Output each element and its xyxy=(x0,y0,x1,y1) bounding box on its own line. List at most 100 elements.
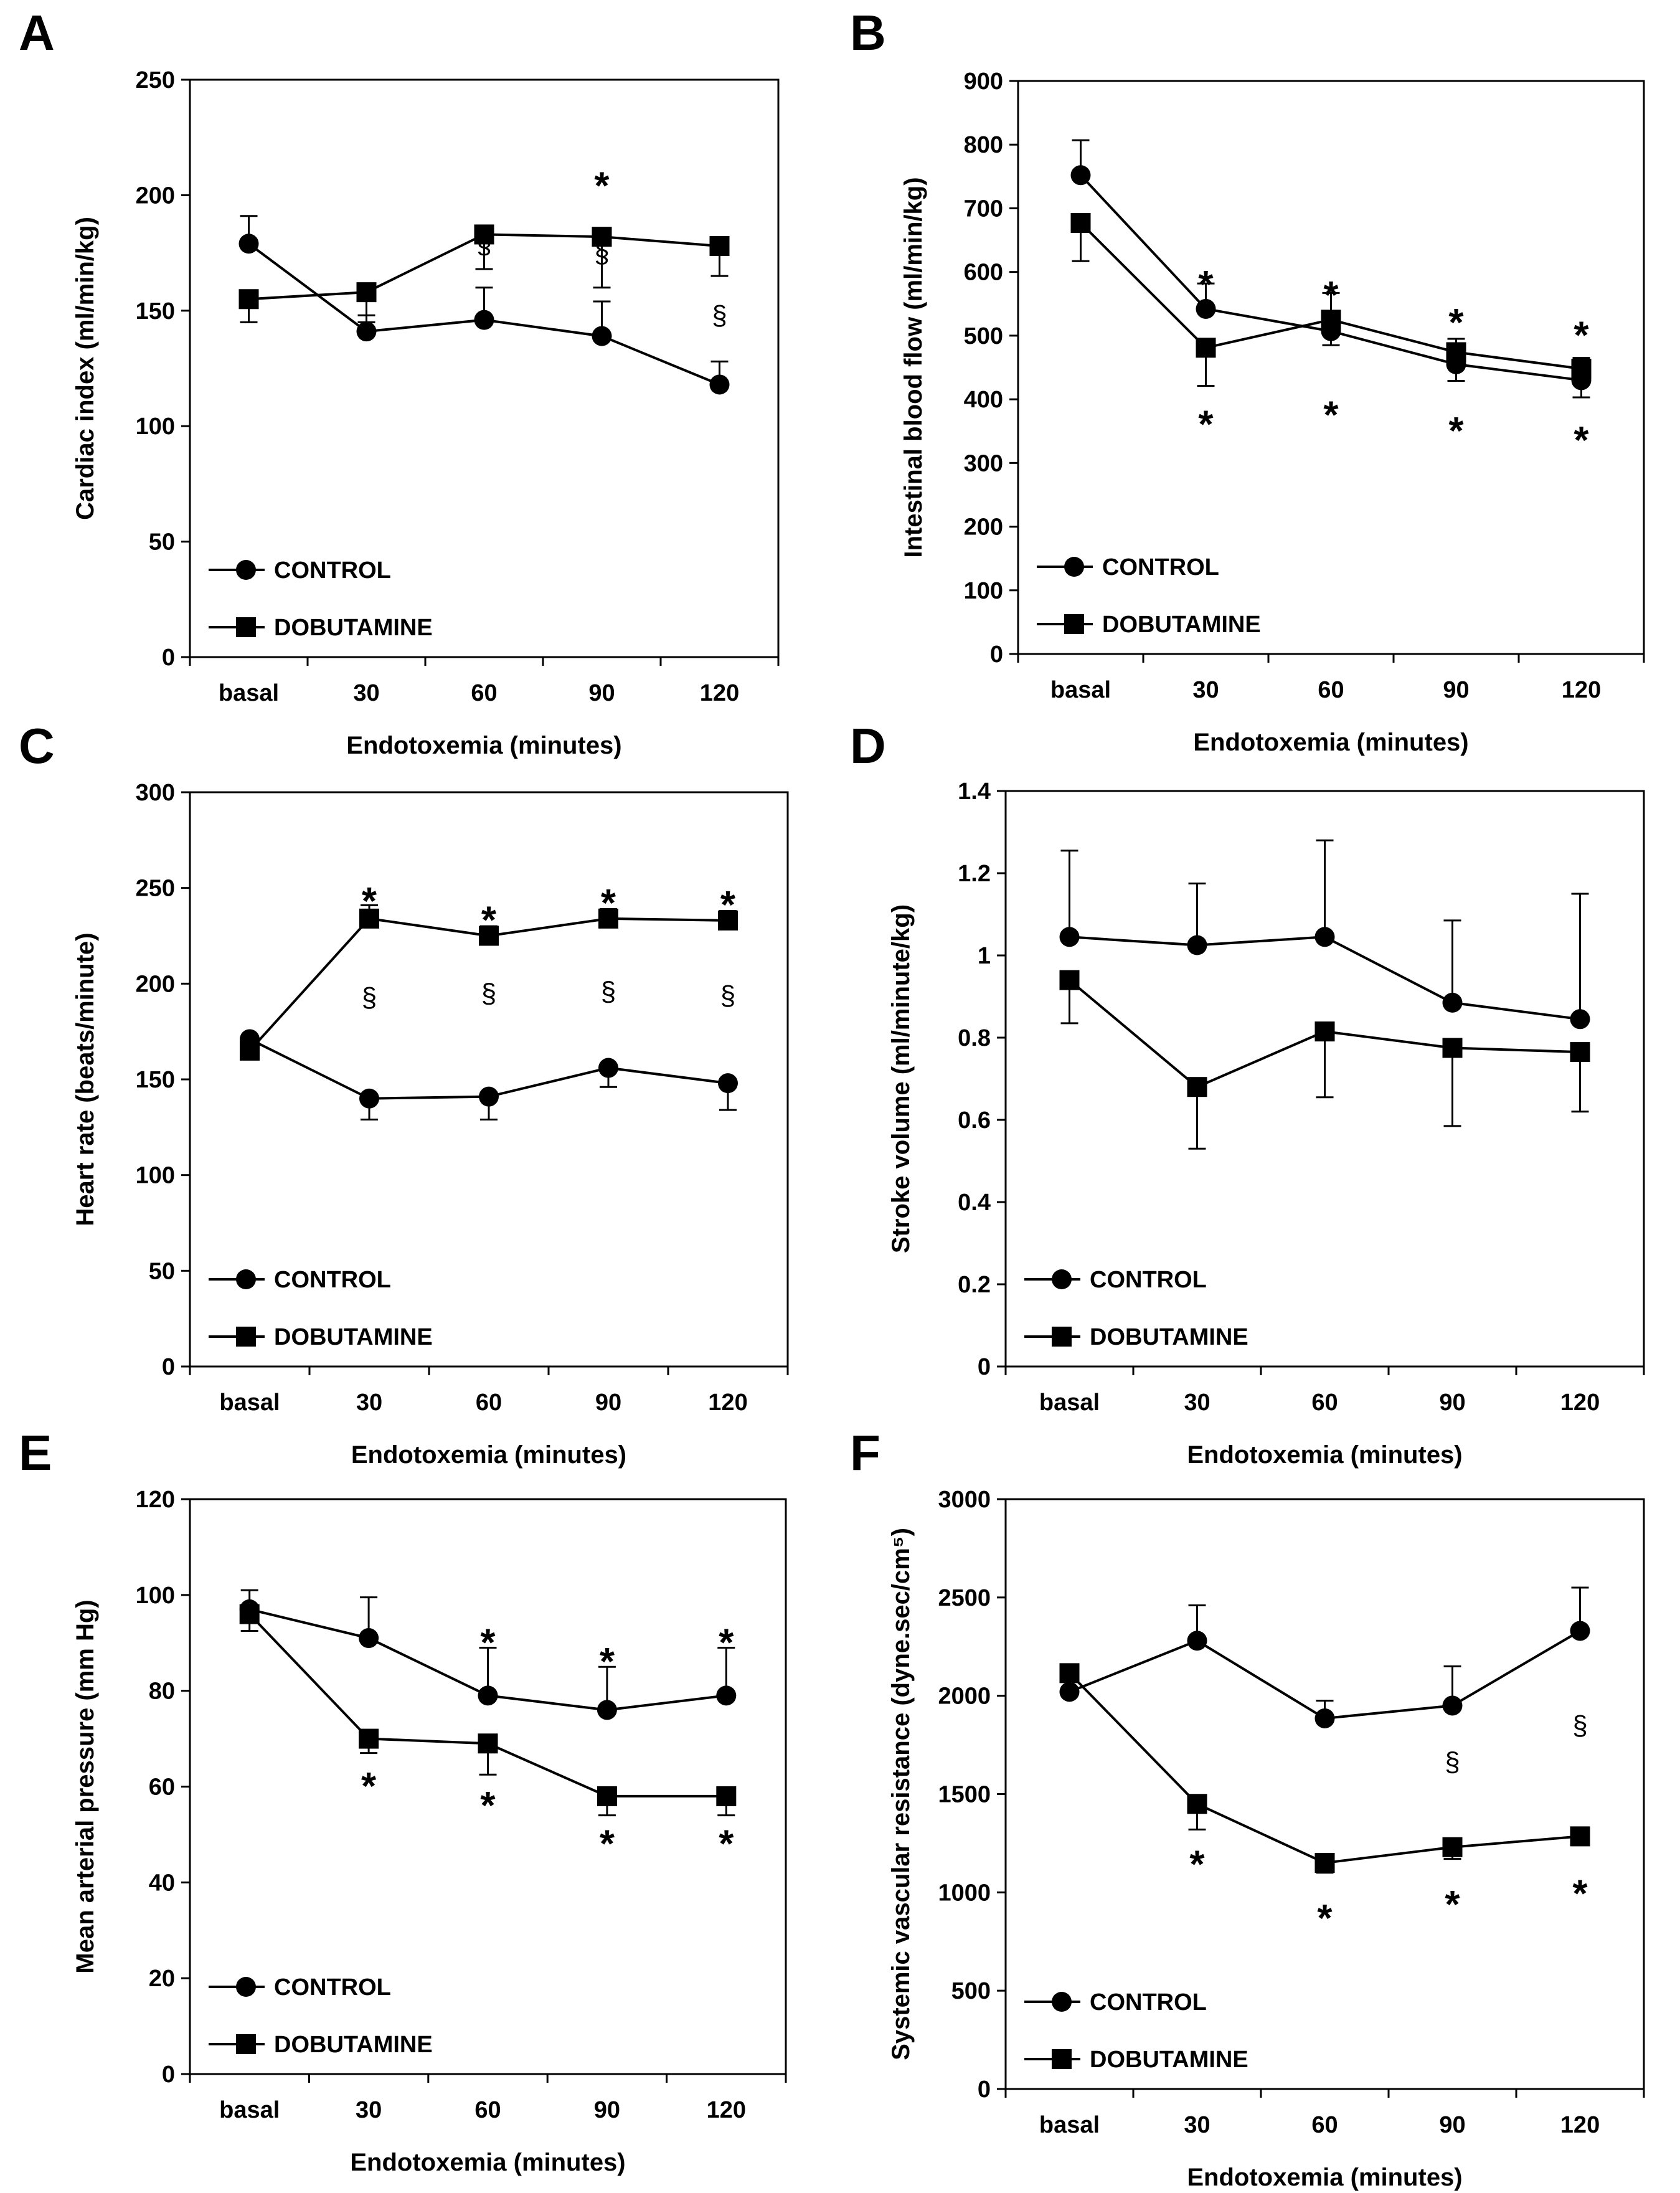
x-axis-title: Endotoxemia (minutes) xyxy=(351,1441,626,1469)
y-tick-label: 0.2 xyxy=(958,1272,991,1298)
significance-section: § xyxy=(476,229,491,259)
panel-letter: C xyxy=(19,718,55,774)
y-tick-label: 700 xyxy=(964,196,1003,222)
x-tick-label: 120 xyxy=(707,2097,746,2123)
panel-d: D 0 0.2 0.4 0.6 0.8 1 1.2 1.4 basal 30 60 90 120 Endot… xyxy=(850,718,1645,1469)
y-axis-title: Cardiac index (ml/min/kg) xyxy=(72,217,99,520)
data-point-square xyxy=(709,235,730,256)
data-point-square xyxy=(359,908,379,929)
x-tick-label: 60 xyxy=(471,680,497,706)
y-tick-label: 200 xyxy=(136,182,175,209)
legend-marker-circle xyxy=(236,1269,256,1289)
panel-a: A 0 50 100 150 200 250 basal 30 60 90 120 Endotoxemi… xyxy=(19,5,780,759)
significance-section: § xyxy=(362,982,377,1013)
y-tick-label: 0 xyxy=(978,1354,991,1380)
x-tick-label: 60 xyxy=(1311,2112,1338,2138)
data-point-square xyxy=(359,1728,379,1749)
y-tick-label: 1 xyxy=(978,943,991,969)
series-dobutamine xyxy=(239,1604,737,1817)
data-point-circle xyxy=(1070,165,1091,186)
legend-marker-circle xyxy=(236,1977,256,1997)
panel-e: E 0 20 40 60 80 100 120 basal 30 60 90 120 Endotoxemi… xyxy=(19,1425,787,2176)
data-point-circle xyxy=(592,326,612,346)
significance-star: * xyxy=(1198,263,1214,306)
x-tick-label: 120 xyxy=(1560,2112,1600,2138)
data-point-square xyxy=(478,1733,498,1754)
x-tick-label: 90 xyxy=(595,1390,621,1416)
panel-letter: F xyxy=(850,1425,880,1480)
legend: CONTROL DOBUTAMINE xyxy=(1024,1267,1248,1350)
y-axis-title: Stroke volume (ml/minute/kg) xyxy=(887,904,915,1253)
x-tick-label: basal xyxy=(1039,1390,1100,1416)
data-point-square xyxy=(1187,1794,1207,1814)
x-tick-label: 90 xyxy=(1439,2112,1465,2138)
y-tick-label: 400 xyxy=(964,387,1003,413)
y-tick-label: 250 xyxy=(136,67,175,93)
data-point-circle xyxy=(356,321,377,342)
y-tick-label: 0.6 xyxy=(958,1107,991,1134)
series-dobutamine xyxy=(240,904,738,1061)
legend-marker-square xyxy=(236,2034,256,2054)
series-control xyxy=(238,215,730,395)
significance-star: * xyxy=(1574,419,1589,462)
y-tick-label: 1.4 xyxy=(958,779,991,805)
legend-marker-square xyxy=(1064,614,1084,634)
x-tick-label: 30 xyxy=(356,1390,382,1416)
data-point-circle xyxy=(479,1086,499,1107)
data-point-circle xyxy=(1187,1631,1207,1651)
x-tick-label: 60 xyxy=(474,2097,501,2123)
legend-label: CONTROL xyxy=(1090,1267,1207,1293)
data-point-square xyxy=(238,289,259,310)
data-point-square xyxy=(1442,1038,1463,1058)
y-tick-label: 1000 xyxy=(938,1880,991,1906)
data-point-square xyxy=(479,926,499,946)
y-tick-label: 0 xyxy=(990,642,1003,668)
legend-marker-circle xyxy=(236,560,256,580)
y-tick-label: 100 xyxy=(136,414,175,440)
significance-star: * xyxy=(362,880,377,923)
significance-section: § xyxy=(601,977,616,1007)
significance-section: § xyxy=(1445,1746,1460,1777)
significance-star: * xyxy=(1323,274,1339,317)
y-tick-label: 300 xyxy=(964,450,1003,476)
legend: CONTROL DOBUTAMINE xyxy=(209,557,433,641)
x-tick-label: 60 xyxy=(476,1390,502,1416)
y-tick-label: 0.4 xyxy=(958,1190,991,1216)
y-tick-label: 100 xyxy=(136,1163,175,1189)
legend-label: CONTROL xyxy=(1090,1989,1207,2015)
data-point-circle xyxy=(1442,992,1463,1013)
x-tick-label: 120 xyxy=(1562,677,1601,703)
x-tick-label: 60 xyxy=(1318,677,1344,703)
y-tick-label: 2000 xyxy=(938,1684,991,1710)
x-tick-label: basal xyxy=(219,680,279,706)
y-tick-label: 20 xyxy=(149,1966,175,1992)
significance-star: * xyxy=(361,1765,377,1808)
significance-star: * xyxy=(600,1641,615,1684)
y-tick-label: 2500 xyxy=(938,1585,991,1611)
legend-marker-square xyxy=(236,617,256,637)
data-point-circle xyxy=(1187,935,1207,955)
significance-star: * xyxy=(1189,1843,1205,1886)
significance-star: * xyxy=(600,1822,615,1865)
data-point-square xyxy=(1446,342,1466,362)
data-point-square xyxy=(1442,1837,1463,1857)
data-point-square xyxy=(1570,1826,1590,1847)
data-point-square xyxy=(239,1604,260,1624)
y-tick-label: 40 xyxy=(149,1870,175,1896)
series-line xyxy=(1069,935,1580,1021)
legend-label: DOBUTAMINE xyxy=(274,615,433,641)
y-tick-label: 150 xyxy=(136,1067,175,1093)
y-tick-label: 100 xyxy=(136,1583,175,1609)
data-point-square xyxy=(1571,359,1592,379)
data-point-square xyxy=(1070,212,1091,233)
data-point-circle xyxy=(598,1058,618,1078)
x-tick-label: 30 xyxy=(1192,677,1219,703)
series-dobutamine xyxy=(1059,970,1590,1150)
x-tick-label: basal xyxy=(1039,2112,1100,2138)
y-tick-label: 150 xyxy=(136,298,175,324)
data-point-circle xyxy=(1314,927,1335,947)
significance-star: * xyxy=(1323,394,1339,437)
data-point-square xyxy=(240,1040,260,1061)
y-tick-label: 80 xyxy=(149,1679,175,1705)
